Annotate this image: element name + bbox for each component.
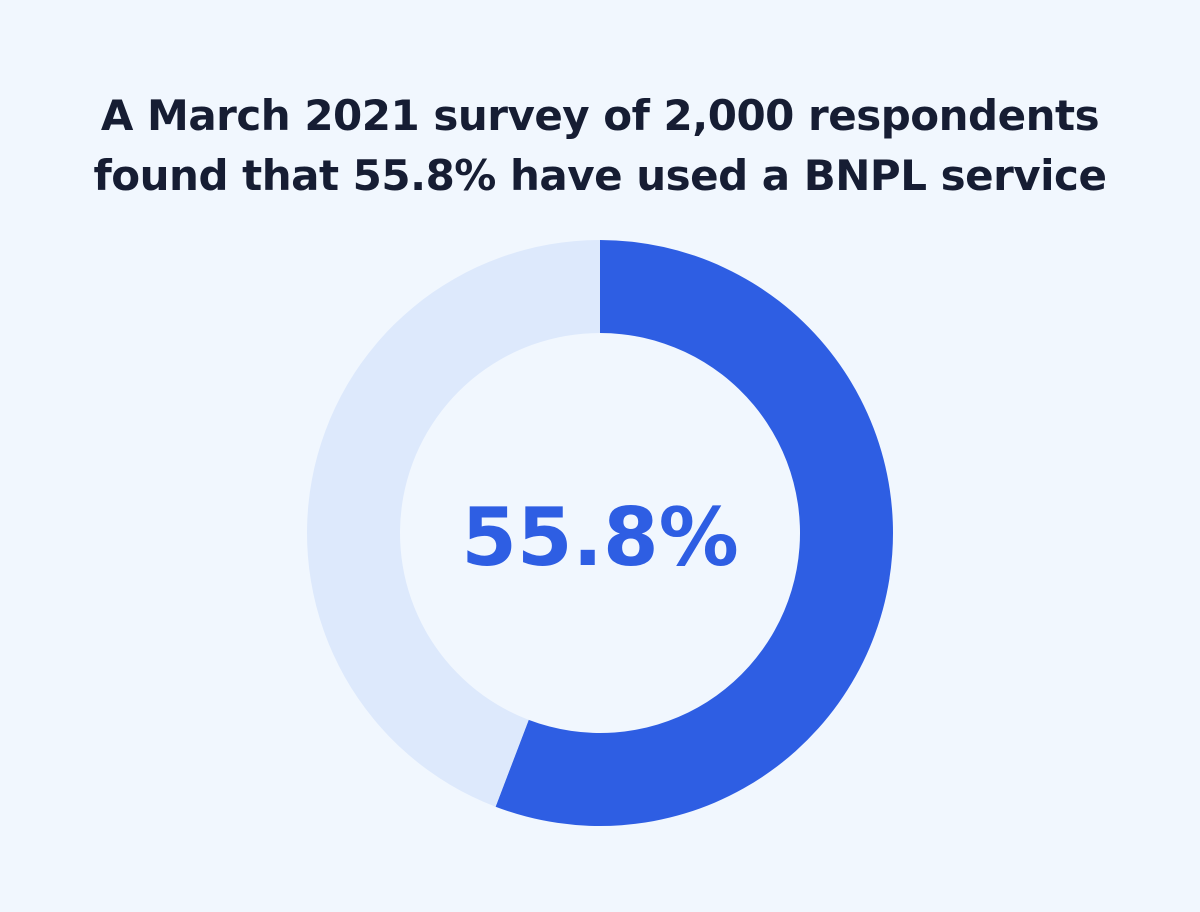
donut-center-label: 55.8% xyxy=(461,491,739,584)
chart-title: A March 2021 survey of 2,000 respondents… xyxy=(0,86,1200,206)
chart-title-line-2: found that 55.8% have used a BNPL servic… xyxy=(93,151,1107,200)
donut-slice-remainder xyxy=(307,240,600,807)
chart-title-line-1: A March 2021 survey of 2,000 respondents xyxy=(100,91,1100,140)
donut-slices xyxy=(307,240,893,826)
donut-slice-used xyxy=(495,240,893,826)
